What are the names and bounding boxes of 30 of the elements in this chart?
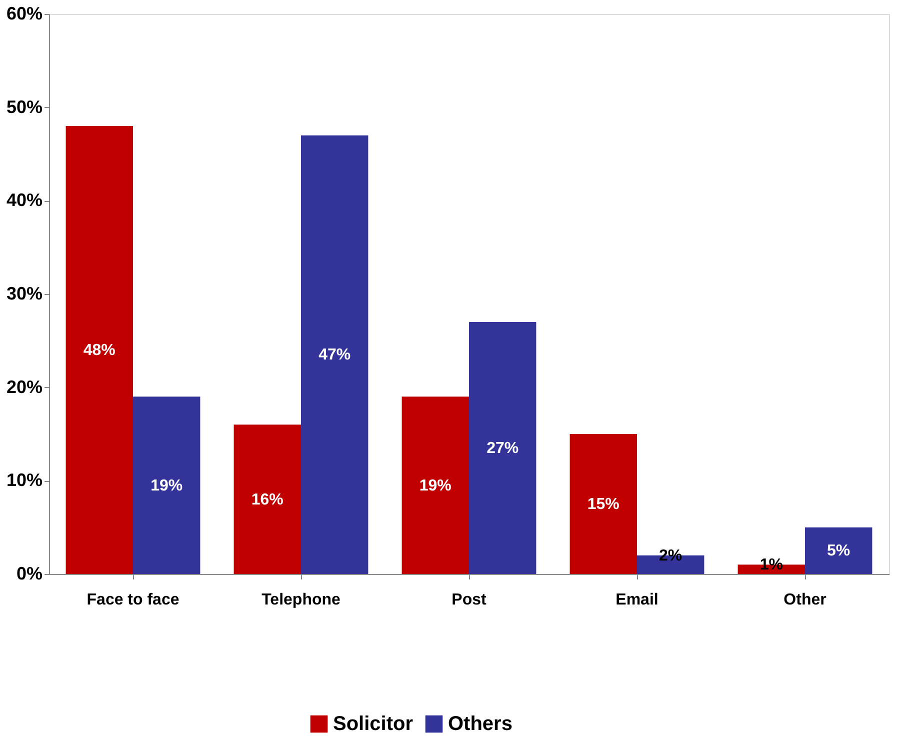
y-tick-label: 50% <box>6 96 42 117</box>
bar <box>301 135 368 574</box>
data-label: 19% <box>150 477 183 494</box>
data-label: 19% <box>419 477 452 494</box>
data-label: 48% <box>83 342 116 359</box>
bar <box>805 527 872 574</box>
bar <box>570 434 637 574</box>
x-tick-label: Post <box>452 592 488 608</box>
x-tick-label: Other <box>784 592 826 608</box>
data-label: 5% <box>827 542 850 560</box>
bar <box>402 396 469 574</box>
legend-label: Others <box>448 713 512 735</box>
x-tick-label: Face to face <box>86 592 180 608</box>
x-tick-label: Telephone <box>262 592 341 608</box>
y-tick-label: 60% <box>6 4 42 24</box>
bar <box>66 126 133 574</box>
y-tick-label: 20% <box>6 376 42 397</box>
legend-label: Solicitor <box>333 713 414 735</box>
data-label: 16% <box>251 491 284 508</box>
x-tick-label: Email <box>616 592 658 608</box>
data-label: 47% <box>318 346 351 364</box>
y-tick-label: 40% <box>6 190 42 210</box>
y-tick-label: 30% <box>6 284 42 304</box>
y-tick-label: 0% <box>16 564 42 584</box>
bar <box>234 424 301 574</box>
y-tick-label: 10% <box>6 470 42 490</box>
data-label: 15% <box>587 496 620 513</box>
bar <box>133 396 200 574</box>
data-label: 27% <box>486 440 519 457</box>
bar <box>469 322 536 574</box>
